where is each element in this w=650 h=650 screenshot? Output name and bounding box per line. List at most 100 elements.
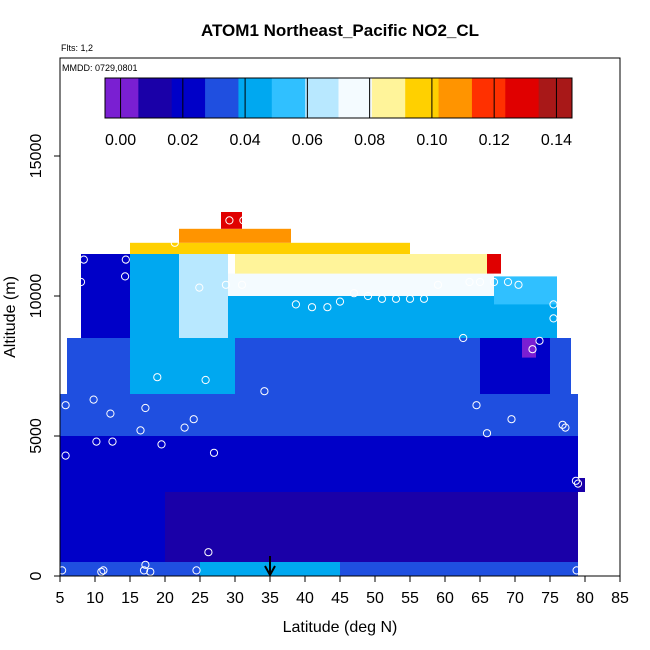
data-point (419, 294, 429, 303)
data-point (92, 437, 101, 446)
colorbar-segment (305, 78, 339, 118)
data-point (237, 280, 247, 289)
data-point (558, 420, 567, 429)
colorbar-segment (271, 78, 306, 118)
data-point (61, 451, 70, 460)
flights-label: Flts: 1,2 (61, 43, 93, 53)
latitude-marker-arrow (264, 556, 276, 578)
heatmap-cell (221, 212, 242, 229)
x-axis-label: Latitude (deg N) (283, 619, 398, 636)
data-point (535, 336, 544, 345)
data-point (121, 255, 130, 264)
data-point (189, 415, 198, 424)
heatmap-cell (235, 254, 487, 274)
chart-title: ATOM1 Northeast_Pacific NO2_CL (201, 21, 479, 40)
colorbar-segment (371, 78, 406, 118)
data-point (405, 294, 415, 303)
colorbar-segment (405, 78, 440, 118)
x-tick-label: 5 (56, 590, 65, 607)
data-point (121, 272, 130, 281)
x-tick-label: 25 (191, 590, 209, 607)
data-point (507, 415, 516, 424)
x-tick-label: 60 (436, 590, 454, 607)
data-point (58, 566, 67, 575)
heatmap-cell (130, 338, 235, 394)
data-point (514, 280, 523, 289)
data-point (141, 560, 150, 569)
data-point (209, 448, 219, 457)
heatmap-cell (130, 254, 179, 338)
x-tick-label: 30 (226, 590, 244, 607)
data-point (89, 395, 98, 404)
data-point (349, 289, 359, 298)
data-point (204, 548, 213, 557)
data-point (571, 476, 581, 485)
x-tick-label: 35 (261, 590, 279, 607)
data-point (465, 277, 474, 287)
observation-points (58, 216, 583, 576)
y-axis-label: Altitude (m) (2, 276, 19, 358)
x-tick-label: 70 (506, 590, 524, 607)
data-point (260, 387, 269, 396)
dates-label: MMDD: 0729,0801 (62, 63, 138, 73)
x-tick-label: 15 (121, 590, 139, 607)
data-point (307, 303, 317, 312)
data-point (146, 567, 155, 576)
x-tick-label: 85 (611, 590, 629, 607)
colorbar-tick-label: 0.14 (541, 132, 572, 149)
data-point (459, 333, 468, 343)
colorbar-segment (338, 78, 373, 118)
data-point (221, 280, 230, 289)
data-point (323, 303, 332, 312)
data-point (201, 375, 210, 385)
data-point (153, 373, 162, 382)
data-point (79, 255, 88, 264)
x-tick-label: 40 (296, 590, 314, 607)
x-tick-label: 65 (471, 590, 489, 607)
y-tick-label: 15000 (28, 134, 45, 179)
x-tick-label: 45 (331, 590, 349, 607)
data-point (475, 277, 485, 287)
data-point (549, 314, 558, 323)
heatmap-cell (494, 276, 557, 305)
heatmap-cell (60, 436, 578, 492)
data-point (141, 403, 150, 413)
x-tick-label: 10 (86, 590, 104, 607)
data-point (549, 300, 558, 309)
data-point (61, 401, 70, 410)
data-point (157, 440, 166, 449)
data-point (572, 566, 581, 575)
colorbar-segment (105, 78, 139, 118)
colorbar-tick-label: 0.06 (292, 132, 323, 149)
data-point (482, 429, 492, 438)
colorbar-segment (538, 78, 573, 118)
colorbar-segment (505, 78, 540, 118)
heatmap-cell (487, 254, 501, 274)
x-tick-label: 80 (576, 590, 594, 607)
data-point (363, 291, 373, 301)
data-point (170, 238, 179, 247)
heatmap-cell (130, 242, 410, 254)
data-point (180, 423, 189, 432)
colorbar-segment (138, 78, 173, 118)
y-axis: 0 5000 10000 15000 (28, 134, 60, 580)
data-point (139, 566, 149, 575)
data-point (136, 426, 145, 435)
heatmap-cell (179, 254, 228, 338)
colorbar-segment (471, 78, 506, 118)
data-point (192, 566, 201, 575)
colorbar-segment (171, 78, 206, 118)
data-point (108, 437, 117, 446)
y-tick-label: 0 (28, 571, 45, 580)
x-tick-label: 20 (156, 590, 174, 607)
colorbar-tick-label: 0.10 (416, 132, 447, 149)
data-point (528, 345, 537, 354)
colorbar-frame (104, 77, 573, 119)
data-point (472, 401, 481, 410)
y-tick-label: 10000 (28, 274, 45, 319)
data-point (239, 216, 248, 225)
data-point (106, 409, 115, 418)
heatmap-cell (179, 228, 291, 243)
colorbar-tick-label: 0.00 (105, 132, 136, 149)
